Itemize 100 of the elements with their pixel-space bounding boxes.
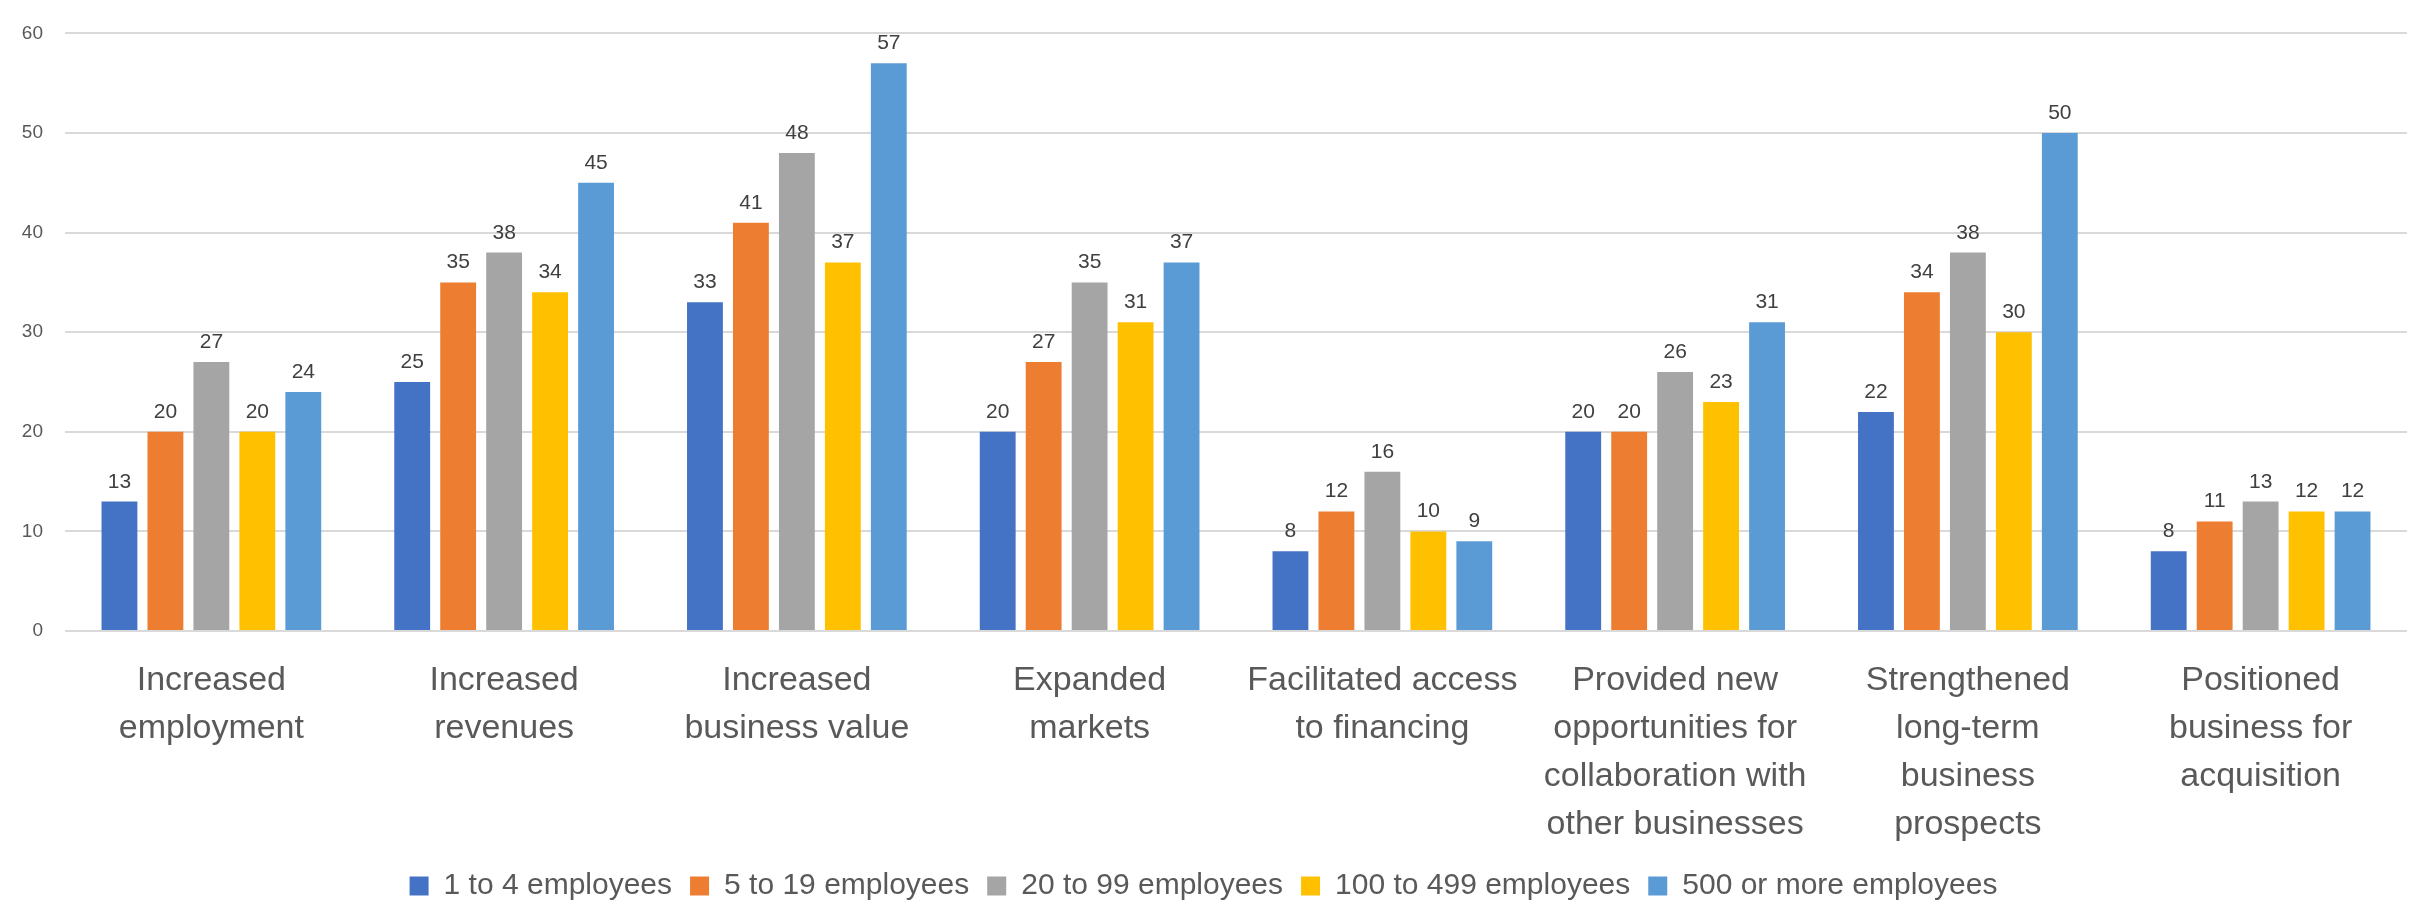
data-label: 45	[584, 149, 608, 173]
data-label: 37	[831, 229, 855, 253]
bar	[394, 382, 431, 630]
bar	[824, 262, 861, 630]
legend-label: 500 or more employees	[1682, 867, 1998, 901]
data-label: 20	[986, 398, 1010, 422]
bar	[1272, 551, 1309, 630]
data-label: 16	[1370, 438, 1395, 462]
data-label: 37	[1169, 229, 1194, 253]
bar	[1611, 431, 1648, 630]
x-tick-label: Increased revenues	[429, 659, 579, 746]
data-label: 20	[153, 398, 178, 422]
bar	[2288, 511, 2325, 630]
data-label: 33	[693, 269, 717, 293]
data-label: 34	[538, 259, 563, 283]
data-label: 10	[1416, 498, 1441, 522]
data-label: 8	[2162, 518, 2175, 542]
bar	[1163, 262, 1200, 630]
bar	[2334, 511, 2371, 630]
data-label: 34	[1910, 259, 1934, 283]
data-label: 26	[1663, 339, 1687, 363]
bar	[1025, 362, 1062, 630]
y-tick-label: 60	[21, 21, 43, 43]
data-label: 25	[400, 349, 424, 372]
bar	[1117, 322, 1154, 630]
bar	[440, 282, 477, 630]
x-tick-label: Increased business value	[684, 659, 910, 746]
x-tick-label: Facilitated access to financing	[1247, 659, 1518, 746]
y-tick-label: 50	[21, 121, 43, 143]
data-label: 38	[492, 219, 516, 243]
bar	[1949, 252, 1986, 630]
bar	[2150, 551, 2187, 630]
data-label: 12	[2340, 478, 2365, 502]
data-label: 13	[107, 468, 132, 492]
data-label: 23	[1709, 368, 1733, 392]
bar	[147, 431, 184, 630]
data-label: 9	[1468, 508, 1481, 532]
data-label: 27	[199, 329, 224, 353]
data-label: 31	[1755, 289, 1779, 313]
bar	[2041, 133, 2078, 630]
bar	[687, 302, 723, 630]
bar	[101, 501, 138, 630]
bar	[1456, 541, 1493, 630]
legend-label: 20 to 99 employees	[1021, 867, 1284, 901]
x-tick-label: Provided new opportunities for collaboration with other businesses	[1543, 659, 1807, 842]
data-label: 38	[1956, 219, 1980, 243]
data-label: 13	[2248, 468, 2273, 492]
bar	[1071, 282, 1108, 630]
x-tick-label: Increased employment	[118, 659, 305, 746]
y-tick-label: 30	[21, 320, 43, 342]
y-tick-label: 0	[32, 619, 43, 641]
x-tick-label: Strengthened long-term business prospects	[1865, 659, 2070, 842]
data-label: 31	[1123, 289, 1148, 313]
data-label: 35	[1077, 249, 1102, 273]
data-label: 8	[1284, 518, 1297, 542]
data-label: 35	[446, 249, 470, 273]
data-label: 50	[2048, 100, 2072, 123]
bar	[1565, 431, 1602, 630]
bar	[1995, 332, 2032, 630]
data-label: 22	[1864, 378, 1888, 402]
bar	[532, 292, 569, 630]
bar	[732, 222, 769, 630]
bar	[285, 391, 322, 630]
data-label: 48	[785, 119, 809, 143]
bar	[1749, 322, 1785, 630]
bar	[778, 152, 815, 630]
data-label: 30	[2002, 299, 2026, 323]
bar	[1318, 511, 1355, 630]
bar	[1657, 372, 1694, 630]
bar	[2242, 501, 2279, 630]
data-label: 20	[1571, 398, 1595, 422]
bar	[1903, 292, 1940, 630]
data-label: 20	[245, 398, 270, 422]
bar	[239, 431, 276, 630]
bar	[486, 252, 523, 630]
bar	[2196, 521, 2233, 630]
bar	[1858, 411, 1894, 630]
data-label: 27	[1031, 329, 1056, 353]
x-tick-label: Expanded markets	[1013, 659, 1167, 746]
bar	[870, 63, 907, 630]
legend-label: 100 to 499 employees	[1335, 867, 1631, 901]
legend-label: 1 to 4 employees	[443, 867, 673, 901]
y-tick-label: 20	[21, 420, 43, 442]
bar	[1703, 401, 1740, 630]
bar	[1364, 471, 1401, 630]
data-label: 20	[1617, 398, 1641, 422]
data-label: 41	[739, 189, 763, 213]
data-label: 57	[877, 30, 901, 54]
y-tick-label: 40	[21, 220, 43, 242]
data-label: 12	[1324, 478, 1349, 502]
y-tick-label: 10	[21, 519, 43, 541]
data-label: 11	[2203, 488, 2226, 512]
legend-label: 5 to 19 employees	[724, 867, 970, 901]
bar	[979, 431, 1016, 630]
bar	[1410, 531, 1447, 630]
data-label: 12	[2294, 478, 2319, 502]
bar	[193, 362, 230, 630]
x-tick-label: Positioned business for acquisition	[2168, 659, 2353, 794]
data-label: 24	[291, 358, 316, 382]
bar	[578, 182, 614, 630]
